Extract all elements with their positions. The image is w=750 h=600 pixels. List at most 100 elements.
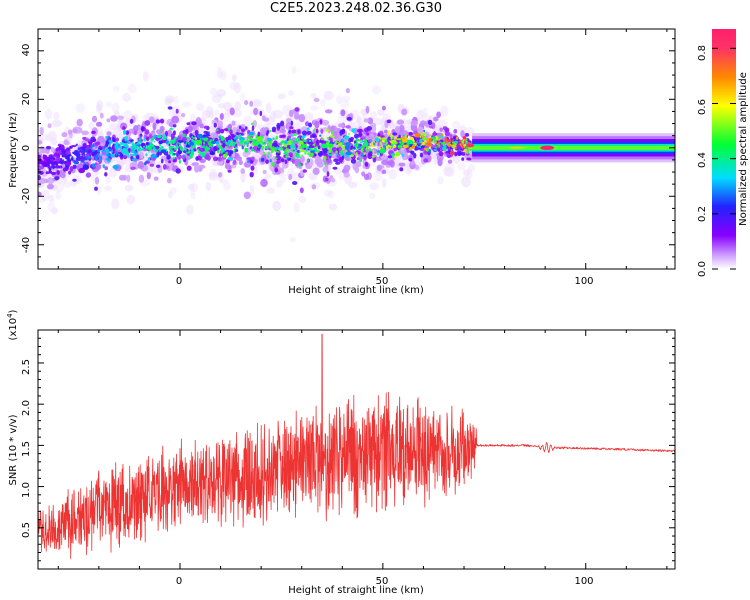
spectrogram-blob: [76, 118, 83, 127]
spectrogram-blob: [370, 148, 378, 155]
spectrogram-blob: [280, 141, 283, 146]
spectrogram-blob: [73, 152, 76, 155]
spectrogram-blob: [50, 165, 54, 169]
spectrogram-blob: [84, 138, 91, 142]
spectrogram-blob: [154, 149, 158, 153]
spectrogram-blob: [427, 138, 429, 140]
spectrogram-blob: [161, 146, 164, 148]
spectrogram-hotspot: [65, 157, 70, 160]
spectrogram-blob: [125, 148, 127, 151]
spectrogram-blob: [369, 140, 372, 142]
spectrogram-blob: [315, 146, 318, 149]
spectrogram-blob: [267, 142, 270, 145]
spectrogram-blob: [288, 129, 292, 134]
spectrogram-blob: [61, 162, 64, 165]
spectrogram-blob: [86, 154, 88, 156]
spectrogram-blob: [103, 150, 106, 153]
spectrogram-blob: [190, 153, 192, 156]
spectrogram-blob: [416, 144, 418, 148]
spectrogram-blob: [288, 152, 293, 157]
spectrogram-blob: [294, 107, 300, 112]
spectrogram-blob: [436, 143, 439, 145]
spectrogram-blob: [44, 135, 56, 142]
spectrogram-blob: [194, 129, 199, 136]
spectrogram-blob: [409, 147, 413, 150]
spectrogram-hotspot: [449, 150, 455, 156]
spectrogram-blob: [194, 143, 196, 147]
spectrogram-blob: [337, 145, 340, 148]
spectrogram-blob: [46, 145, 52, 150]
spectrogram-blob: [153, 140, 156, 143]
spectrogram-blob: [223, 101, 232, 111]
spectrogram-blob: [320, 98, 326, 107]
spectrogram-blob: [205, 106, 214, 118]
spectrogram-blob: [315, 139, 320, 146]
spectrogram-hotspot: [233, 136, 239, 140]
spectrogram-blob: [55, 162, 59, 166]
spectrogram-blob: [199, 147, 203, 152]
spectrogram-blob: [97, 149, 101, 153]
spectrogram-blob: [47, 201, 56, 213]
spectrogram-blob: [293, 113, 301, 120]
spectrogram-blob: [246, 139, 249, 142]
spectrogram-blob: [341, 145, 346, 150]
spectrogram-hotspot: [79, 146, 86, 150]
spectrogram-blob: [269, 159, 272, 163]
snr-multiplier: (x104): [6, 309, 19, 340]
spectrogram-hotspot: [239, 137, 245, 141]
spectrogram-hotspot: [326, 140, 329, 144]
spectrogram-blob: [291, 141, 295, 144]
spectrogram-blob: [430, 149, 438, 160]
spectrogram-blob: [323, 155, 327, 160]
spectrogram-blob: [126, 151, 130, 155]
spectrogram-hotspot: [204, 137, 209, 141]
spectrogram-hotspot: [160, 149, 167, 154]
spectrogram-blob: [298, 163, 302, 167]
spectrogram-blob: [461, 146, 464, 150]
spectrogram-blob: [335, 161, 341, 165]
spectrogram-blob: [159, 118, 165, 124]
spectrogram-blob: [119, 141, 124, 146]
spectrogram-blob: [286, 118, 292, 124]
spectrogram-blob: [106, 131, 112, 137]
spectrogram-blob: [290, 134, 294, 137]
spectrogram-blob: [299, 187, 304, 194]
spectrogram-blob: [410, 120, 419, 126]
spectrogram-blob: [167, 156, 170, 160]
spectrogram-blob: [386, 142, 388, 144]
spectrogram-blob: [304, 112, 314, 122]
spectrogram-blob: [216, 127, 221, 134]
spectrogram-blob: [231, 141, 234, 143]
spectrogram-blob: [39, 177, 47, 184]
spectrogram-blob: [228, 153, 232, 157]
spectrogram-blob: [50, 147, 55, 153]
spectrogram-blob: [193, 148, 197, 152]
spectrogram-hotspot: [148, 144, 155, 148]
spectrogram-hotspot: [120, 153, 123, 158]
spectrogram-blob: [244, 100, 249, 106]
spectrogram-hotspot: [205, 147, 211, 151]
spectrogram-blob: [106, 101, 113, 108]
spectrogram-blob: [381, 169, 387, 174]
spectrogram-blob: [373, 141, 376, 143]
spectrogram-blob: [296, 150, 301, 153]
spectrogram-blob: [323, 162, 327, 165]
snr-ytick-05: 0.5: [21, 522, 32, 538]
spectrogram-blob: [247, 160, 251, 163]
spectrogram-xtick-0: 0: [176, 276, 182, 287]
spectrogram-blob: [145, 153, 148, 157]
spectrogram-ytick-40: 40: [21, 44, 32, 57]
spectrogram-blob: [68, 129, 73, 135]
spectrogram-blob: [339, 99, 350, 109]
spectrogram-blob: [100, 151, 103, 153]
spectrogram-blob: [138, 142, 140, 145]
spectrogram-blob: [322, 166, 329, 173]
spectrogram-blob: [264, 140, 267, 143]
spectrogram-blob: [419, 152, 423, 158]
spectrogram-blob: [113, 85, 120, 92]
spectrogram-blob: [210, 139, 212, 141]
spectrogram-blob: [229, 82, 240, 91]
spectrogram-blob: [66, 165, 69, 169]
spectrogram-blob: [441, 133, 444, 137]
spectrogram-blob: [260, 178, 268, 188]
